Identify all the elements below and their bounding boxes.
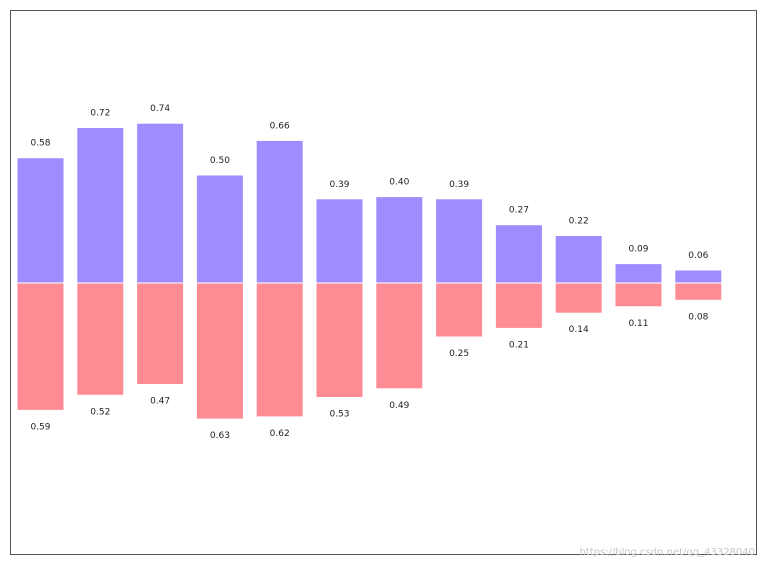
- bar-positive-4: [255, 139, 304, 284]
- value-label-positive-8: 0.27: [509, 206, 529, 216]
- bar-negative-11: [674, 282, 723, 301]
- value-label-positive-2: 0.74: [150, 104, 170, 114]
- bar-positive-5: [315, 198, 364, 284]
- bar-positive-2: [136, 122, 185, 284]
- value-label-positive-7: 0.39: [449, 180, 469, 190]
- value-label-positive-1: 0.72: [90, 109, 110, 119]
- bars-layer: [16, 122, 723, 420]
- value-label-negative-9: 0.14: [569, 325, 589, 335]
- value-label-negative-5: 0.53: [329, 410, 349, 420]
- bar-negative-1: [76, 282, 125, 396]
- value-label-negative-8: 0.21: [509, 340, 529, 350]
- bar-negative-9: [554, 282, 603, 314]
- bar-negative-3: [195, 282, 244, 420]
- bar-positive-6: [375, 196, 424, 284]
- value-label-positive-10: 0.09: [628, 245, 648, 255]
- bar-positive-9: [554, 235, 603, 284]
- bar-negative-8: [494, 282, 543, 329]
- bar-positive-7: [435, 198, 484, 284]
- watermark: https://blog.csdn.net/qq_43328040: [579, 547, 755, 558]
- bar-negative-2: [136, 282, 185, 385]
- bar-negative-5: [315, 282, 364, 398]
- value-label-positive-11: 0.06: [688, 251, 708, 261]
- bar-positive-11: [674, 269, 723, 284]
- value-label-negative-7: 0.25: [449, 349, 469, 359]
- bar-positive-8: [494, 224, 543, 284]
- bar-negative-4: [255, 282, 304, 418]
- value-label-positive-4: 0.66: [270, 121, 290, 131]
- value-label-negative-0: 0.59: [30, 422, 50, 432]
- bar-positive-0: [16, 157, 65, 284]
- bar-negative-6: [375, 282, 424, 390]
- value-label-negative-10: 0.11: [628, 319, 648, 329]
- value-label-positive-5: 0.39: [329, 180, 349, 190]
- value-label-positive-0: 0.58: [30, 139, 50, 149]
- bar-negative-7: [435, 282, 484, 338]
- bar-negative-0: [16, 282, 65, 411]
- labels-layer: 0.58 0.72 0.74 0.50 0.66 0.39 0.40 0.39 0.27 0.22…: [30, 104, 708, 441]
- value-label-negative-6: 0.49: [389, 401, 409, 411]
- value-label-negative-4: 0.62: [270, 429, 290, 439]
- value-label-positive-3: 0.50: [210, 156, 230, 166]
- value-label-negative-11: 0.08: [688, 312, 708, 322]
- bar-positive-1: [76, 127, 125, 284]
- value-label-negative-1: 0.52: [90, 407, 110, 417]
- value-label-positive-6: 0.40: [389, 178, 409, 188]
- bar-positive-3: [195, 174, 244, 284]
- value-label-positive-9: 0.22: [569, 217, 589, 227]
- value-label-negative-3: 0.63: [210, 431, 230, 441]
- value-label-negative-2: 0.47: [150, 397, 170, 407]
- bar-positive-10: [614, 263, 663, 284]
- bar-negative-10: [614, 282, 663, 308]
